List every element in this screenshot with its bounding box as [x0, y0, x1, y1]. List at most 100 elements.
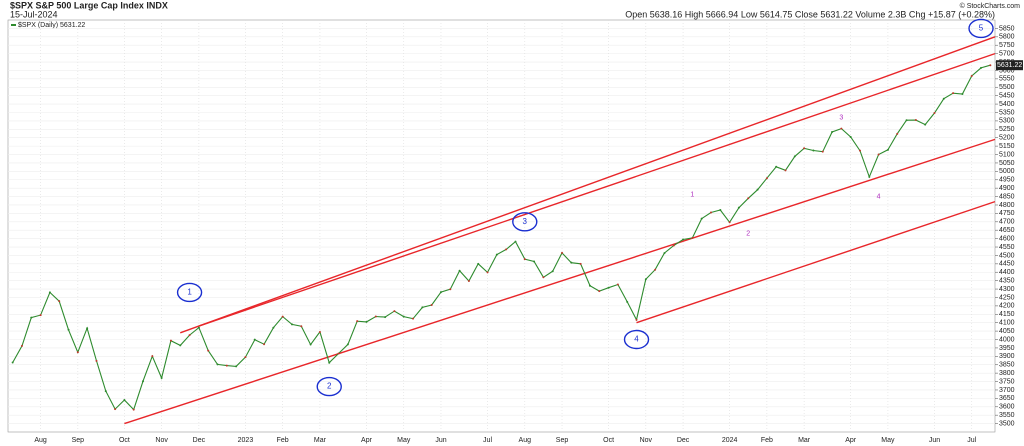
price-point [132, 408, 135, 411]
y-tick-label: 5400 [999, 101, 1015, 108]
price-point [514, 240, 517, 243]
price-point [421, 306, 424, 309]
x-tick-label: Sep [72, 437, 85, 444]
price-point [309, 343, 312, 346]
price-point [616, 283, 619, 286]
y-tick-label: 4400 [999, 269, 1015, 276]
x-tick-label: Oct [603, 437, 614, 444]
price-point [169, 339, 172, 342]
price-point [886, 148, 889, 151]
price-point [607, 286, 610, 289]
price-point [402, 315, 405, 318]
price-point [188, 334, 191, 337]
y-tick-label: 5750 [999, 42, 1015, 49]
price-point [58, 300, 61, 303]
y-tick-label: 3650 [999, 395, 1015, 402]
price-point [719, 209, 722, 212]
price-point [486, 271, 489, 274]
price-point [300, 325, 303, 328]
wave-circle [176, 282, 203, 303]
y-tick-label: 3600 [999, 404, 1015, 411]
price-point [495, 253, 498, 256]
price-point [67, 328, 70, 331]
y-tick-label: 3750 [999, 378, 1015, 385]
price-point [942, 97, 945, 100]
x-tick-label: May [397, 437, 411, 444]
price-point [216, 363, 219, 366]
x-tick-label: 2023 [238, 437, 254, 444]
price-point [346, 343, 349, 346]
y-tick-label: 4500 [999, 252, 1015, 259]
x-tick-label: Jul [483, 437, 492, 444]
price-point [980, 66, 983, 69]
credit: © StockCharts.com [960, 2, 1021, 10]
x-tick-label: Feb [277, 437, 289, 444]
y-tick-label: 5250 [999, 126, 1015, 133]
price-point [579, 262, 582, 265]
y-tick-label: 3950 [999, 345, 1015, 352]
last-price-label: 5631.22 [997, 62, 1022, 69]
price-point [765, 177, 768, 180]
price-point [588, 284, 591, 287]
y-tick-label: 4450 [999, 261, 1015, 268]
price-point [207, 349, 210, 352]
price-point [737, 206, 740, 209]
y-tick-label: 4850 [999, 193, 1015, 200]
price-point [598, 290, 601, 293]
price-point [626, 300, 629, 303]
y-tick-label: 4000 [999, 336, 1015, 343]
price-point [523, 258, 526, 261]
price-point [76, 351, 79, 354]
y-tick-label: 5100 [999, 151, 1015, 158]
price-point [477, 262, 480, 265]
y-tick-label: 4350 [999, 277, 1015, 284]
y-tick-label: 4800 [999, 202, 1015, 209]
price-point [924, 123, 927, 126]
price-point [570, 261, 573, 264]
x-tick-label: Mar [314, 437, 327, 444]
y-tick-label: 4550 [999, 244, 1015, 251]
price-point [654, 268, 657, 271]
price-point [11, 361, 14, 364]
y-tick-label: 4950 [999, 177, 1015, 184]
y-tick-label: 5150 [999, 143, 1015, 150]
price-point [644, 278, 647, 281]
price-point [104, 390, 107, 393]
x-tick-label: Oct [119, 437, 130, 444]
price-point [263, 343, 266, 346]
y-tick-label: 4600 [999, 235, 1015, 242]
price-point [914, 119, 917, 122]
price-point [812, 149, 815, 152]
y-tick-label: 5550 [999, 76, 1015, 83]
price-point [533, 260, 536, 263]
price-point [933, 111, 936, 114]
quote: Open 5638.16 High 5666.94 Low 5614.75 Cl… [625, 9, 995, 19]
price-point [439, 291, 442, 294]
last-price-box [996, 60, 1023, 71]
wave-label-minor: 3 [839, 114, 843, 121]
y-tick-label: 5050 [999, 160, 1015, 167]
price-point [728, 221, 731, 224]
price-point [672, 244, 675, 247]
price-point [39, 314, 42, 317]
price-point [225, 364, 228, 367]
x-tick-label: Sep [556, 437, 569, 444]
price-point [467, 279, 470, 282]
price-point [365, 320, 368, 323]
price-point [542, 276, 545, 279]
price-point [840, 127, 843, 130]
price-point [691, 236, 694, 239]
price-point [235, 365, 238, 368]
chart-date: 15-Jul-2024 [10, 9, 58, 19]
y-tick-label: 4750 [999, 210, 1015, 217]
price-point [803, 147, 806, 150]
plot-frame [7, 19, 996, 433]
y-tick-label: 3700 [999, 387, 1015, 394]
wave-label: 1 [187, 288, 192, 297]
y-tick-label: 5800 [999, 34, 1015, 41]
y-tick-label: 3550 [999, 412, 1015, 419]
price-point [858, 149, 861, 152]
trend-line [124, 138, 996, 425]
x-tick-label: Aug [34, 437, 47, 444]
